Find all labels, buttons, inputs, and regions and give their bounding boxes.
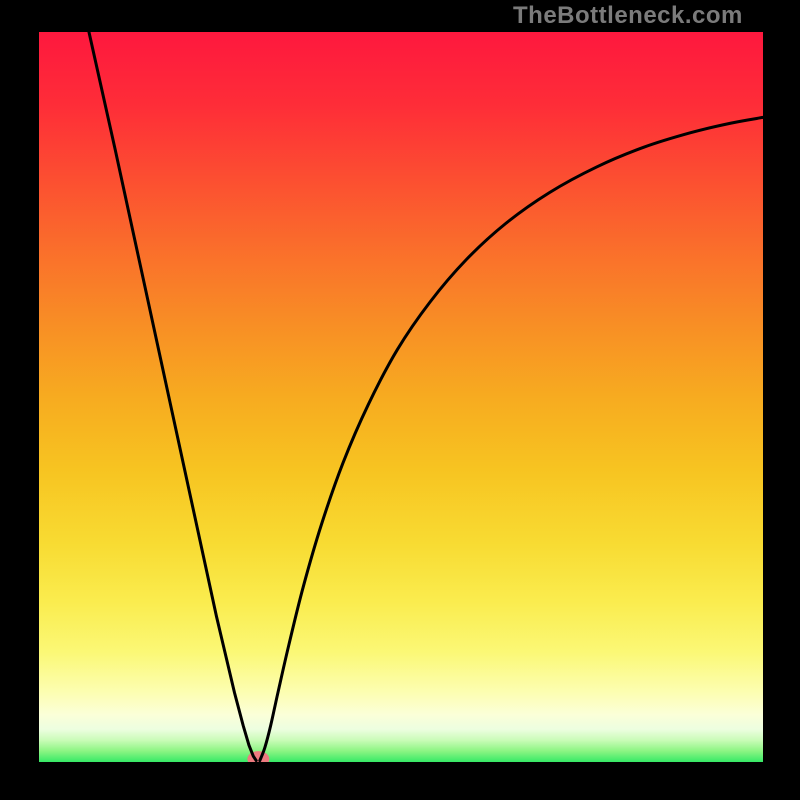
plot-area [39, 32, 763, 762]
chart-svg [39, 32, 763, 762]
watermark: TheBottleneck.com [513, 2, 743, 30]
gradient-background [39, 32, 763, 762]
